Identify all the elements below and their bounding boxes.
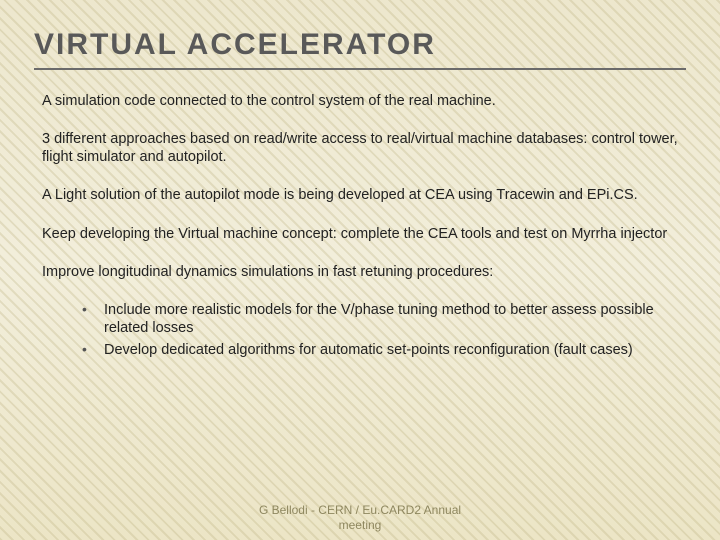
paragraph-2: 3 different approaches based on read/wri… xyxy=(42,130,678,166)
paragraph-1: A simulation code connected to the contr… xyxy=(42,92,678,110)
bullet-item-2: Develop dedicated algorithms for automat… xyxy=(82,341,678,359)
bullet-item-1: Include more realistic models for the V/… xyxy=(82,301,678,337)
bullet-list: Include more realistic models for the V/… xyxy=(82,301,678,359)
slide-body: A simulation code connected to the contr… xyxy=(34,92,686,359)
slide-title: VIRTUAL ACCELERATOR xyxy=(34,28,686,62)
title-block: VIRTUAL ACCELERATOR xyxy=(34,28,686,70)
slide: VIRTUAL ACCELERATOR A simulation code co… xyxy=(0,0,720,540)
footer-line-2: meeting xyxy=(0,518,720,532)
footer-line-1: G Bellodi - CERN / Eu.CARD2 Annual xyxy=(0,503,720,517)
paragraph-5: Improve longitudinal dynamics simulation… xyxy=(42,263,678,281)
paragraph-4: Keep developing the Virtual machine conc… xyxy=(42,225,678,243)
paragraph-3: A Light solution of the autopilot mode i… xyxy=(42,186,678,204)
slide-footer: G Bellodi - CERN / Eu.CARD2 Annual meeti… xyxy=(0,503,720,532)
